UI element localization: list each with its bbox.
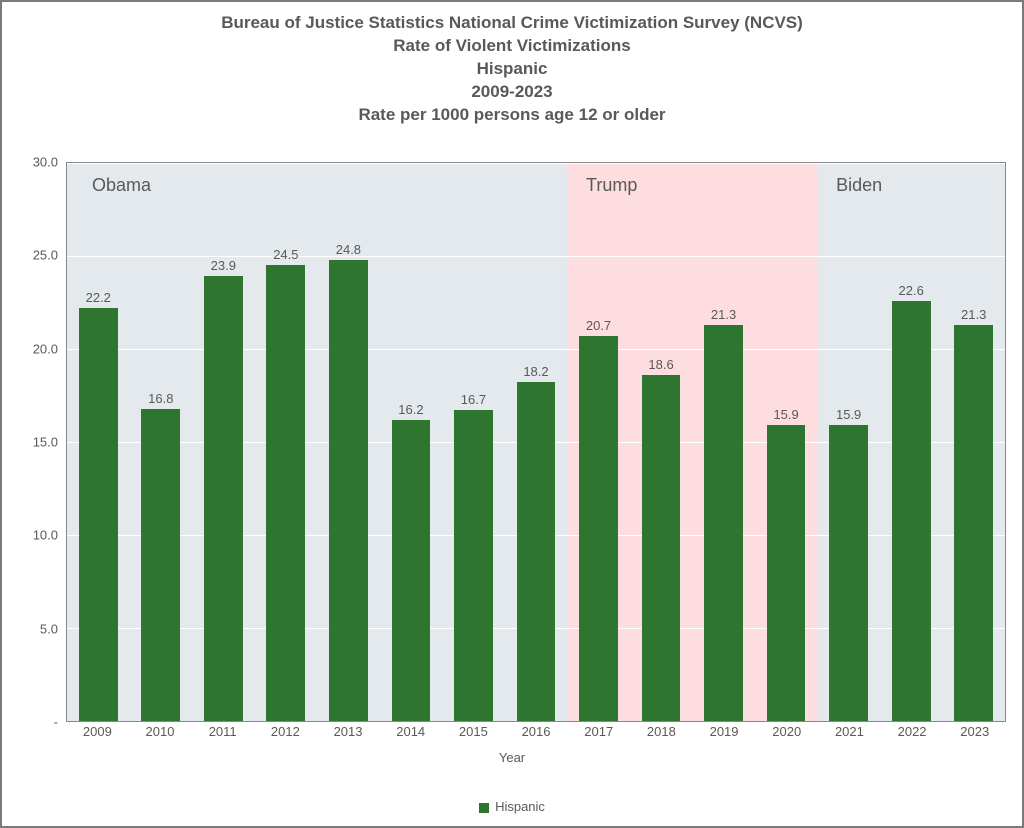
legend: Hispanic xyxy=(2,799,1022,814)
x-tick-label: 2020 xyxy=(755,724,818,739)
x-tick-label: 2018 xyxy=(630,724,693,739)
bar-slot: 23.9 xyxy=(192,163,255,721)
y-tick-label: 15.0 xyxy=(33,435,58,450)
x-tick-label: 2023 xyxy=(943,724,1006,739)
legend-label: Hispanic xyxy=(495,799,545,814)
bar xyxy=(829,425,868,721)
bar-value-label: 22.2 xyxy=(86,290,111,305)
chart-title-block: Bureau of Justice Statistics National Cr… xyxy=(2,2,1022,127)
era-label: Biden xyxy=(836,175,882,196)
y-tick-label: 20.0 xyxy=(33,341,58,356)
x-tick-label: 2017 xyxy=(567,724,630,739)
bar xyxy=(892,301,931,721)
x-axis-title: Year xyxy=(2,750,1022,765)
bar xyxy=(392,420,431,721)
bar-slot: 16.8 xyxy=(130,163,193,721)
bar-slot: 24.8 xyxy=(317,163,380,721)
bar xyxy=(579,336,618,721)
bar-slot: 16.2 xyxy=(380,163,443,721)
era-label: Obama xyxy=(92,175,151,196)
y-tick-label: 10.0 xyxy=(33,528,58,543)
bar-slot: 20.7 xyxy=(567,163,630,721)
bar-value-label: 23.9 xyxy=(211,258,236,273)
bar-value-label: 16.8 xyxy=(148,391,173,406)
x-axis: 2009201020112012201320142015201620172018… xyxy=(66,724,1006,739)
bar-slot: 21.3 xyxy=(692,163,755,721)
bar xyxy=(517,382,556,721)
bar-value-label: 18.2 xyxy=(523,364,548,379)
bar xyxy=(954,325,993,721)
bar-value-label: 16.2 xyxy=(398,402,423,417)
bar-value-label: 18.6 xyxy=(648,357,673,372)
x-tick-label: 2015 xyxy=(442,724,505,739)
bar-slot: 15.9 xyxy=(755,163,818,721)
y-tick-label: - xyxy=(54,715,58,730)
chart-title-line: Rate of Violent Victimizations xyxy=(2,35,1022,58)
bar-slot: 15.9 xyxy=(817,163,880,721)
bar xyxy=(204,276,243,721)
x-tick-label: 2021 xyxy=(818,724,881,739)
plot-wrap: 22.2 16.8 23.9 24.5 24.8 16.2 16.7 18.2 20.7 18.6… xyxy=(66,162,1006,722)
bar xyxy=(704,325,743,721)
bar xyxy=(266,265,305,721)
bar xyxy=(79,308,118,721)
bar-value-label: 16.7 xyxy=(461,392,486,407)
x-tick-label: 2014 xyxy=(379,724,442,739)
chart-title-line: Hispanic xyxy=(2,58,1022,81)
x-tick-label: 2013 xyxy=(317,724,380,739)
bar-value-label: 21.3 xyxy=(711,307,736,322)
x-tick-label: 2016 xyxy=(505,724,568,739)
x-tick-label: 2011 xyxy=(191,724,254,739)
bars-layer: 22.2 16.8 23.9 24.5 24.8 16.2 16.7 18.2 20.7 18.6… xyxy=(67,163,1005,721)
bar xyxy=(141,409,180,721)
era-label: Trump xyxy=(586,175,637,196)
bar-value-label: 15.9 xyxy=(773,407,798,422)
bar-slot: 24.5 xyxy=(255,163,318,721)
bar-value-label: 15.9 xyxy=(836,407,861,422)
chart-title-line: 2009-2023 xyxy=(2,81,1022,104)
bar-value-label: 24.5 xyxy=(273,247,298,262)
bar-slot: 21.3 xyxy=(942,163,1005,721)
bar-slot: 22.2 xyxy=(67,163,130,721)
bar xyxy=(454,410,493,721)
plot-area: 22.2 16.8 23.9 24.5 24.8 16.2 16.7 18.2 20.7 18.6… xyxy=(66,162,1006,722)
bar xyxy=(642,375,681,721)
y-tick-label: 30.0 xyxy=(33,155,58,170)
x-tick-label: 2012 xyxy=(254,724,317,739)
bar-slot: 18.6 xyxy=(630,163,693,721)
bar-value-label: 22.6 xyxy=(899,283,924,298)
bar-slot: 22.6 xyxy=(880,163,943,721)
x-tick-label: 2022 xyxy=(881,724,944,739)
x-tick-label: 2010 xyxy=(129,724,192,739)
x-tick-label: 2009 xyxy=(66,724,129,739)
bar-value-label: 21.3 xyxy=(961,307,986,322)
chart-title-line: Bureau of Justice Statistics National Cr… xyxy=(2,12,1022,35)
bar xyxy=(767,425,806,721)
bar-slot: 16.7 xyxy=(442,163,505,721)
y-tick-label: 5.0 xyxy=(40,621,58,636)
bar-value-label: 20.7 xyxy=(586,318,611,333)
y-tick-label: 25.0 xyxy=(33,248,58,263)
x-tick-label: 2019 xyxy=(693,724,756,739)
bar-slot: 18.2 xyxy=(505,163,568,721)
legend-swatch xyxy=(479,803,489,813)
bar-value-label: 24.8 xyxy=(336,242,361,257)
bar xyxy=(329,260,368,721)
chart-title-line: Rate per 1000 persons age 12 or older xyxy=(2,104,1022,127)
chart-container: Bureau of Justice Statistics National Cr… xyxy=(0,0,1024,828)
